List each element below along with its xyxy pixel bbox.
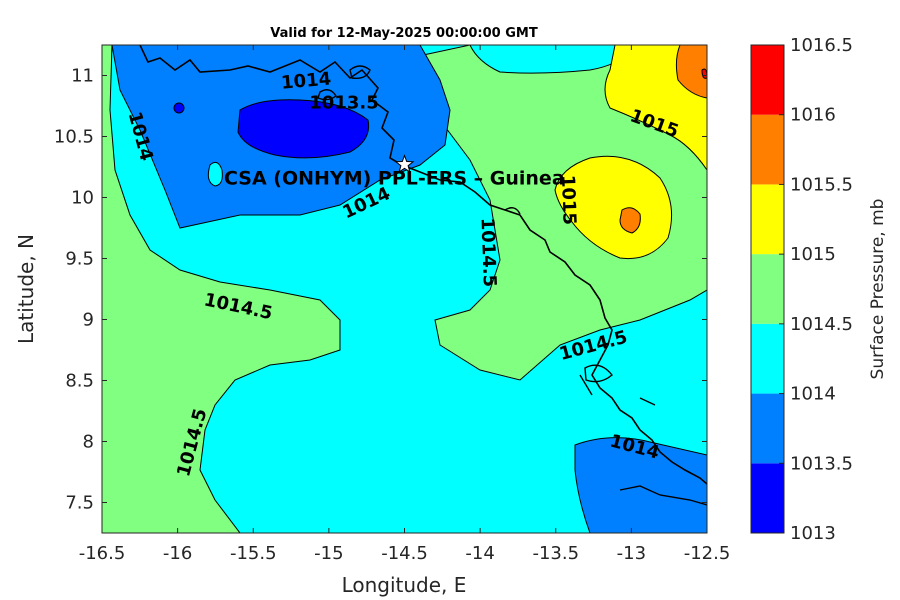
colorbar-segment	[751, 254, 784, 324]
x-tick-label: -16	[163, 543, 192, 564]
coastline	[139, 45, 707, 485]
x-tick-label: -15.5	[230, 543, 277, 564]
colorbar-tick-label: 1015.5	[790, 174, 853, 195]
x-tick-label: -14.5	[381, 543, 428, 564]
y-tick-label: 10.5	[54, 127, 94, 148]
contour-label: 1014.5	[476, 217, 499, 287]
contour-label: 1014	[280, 68, 332, 93]
colorbar-segment	[751, 323, 784, 394]
x-tick-label: -12.5	[684, 543, 731, 564]
band-1015-5-fill-east	[619, 207, 641, 234]
coastline-islands	[317, 65, 707, 506]
y-tick-label: 11	[71, 66, 94, 87]
band-1013-5-fill-se	[574, 437, 707, 533]
contour-label: 1015	[557, 175, 580, 226]
station-marker: CSA (ONHYM) PPL-ERS – Guinea	[224, 154, 565, 190]
colorbar-tick-label: 1014	[790, 384, 836, 405]
colorbar-tick-label: 1013	[790, 523, 836, 544]
colorbar-segment	[751, 114, 784, 185]
contour-label: 1013.5	[309, 93, 378, 114]
x-tick-label: -14	[465, 543, 494, 564]
colorbar-tick-label: 1015	[790, 244, 836, 265]
station-star-icon	[394, 154, 415, 173]
colorbar-tick-label: 1016	[790, 105, 836, 126]
colorbar-segment	[751, 45, 784, 115]
colorbar-frame	[750, 44, 785, 534]
x-tick-label: -16.5	[79, 543, 126, 564]
y-tick-label: 9.5	[65, 249, 94, 270]
colorbar-segment	[751, 393, 784, 464]
y-axis-ticks: 7.5 8 8.5 9 9.5 10 10.5 11	[54, 66, 707, 514]
band-1014-5-fill-east	[399, 45, 707, 381]
station-label: CSA (ONHYM) PPL-ERS – Guinea	[224, 168, 565, 190]
colorbar-label: Surface Pressure, mb	[868, 199, 888, 380]
colorbar-segment	[751, 463, 784, 533]
colorbar-tick-label: 1014.5	[790, 314, 853, 335]
y-tick-label: 7.5	[65, 493, 94, 514]
colorbar-segment	[751, 184, 784, 255]
band-1015-fill-east	[554, 155, 673, 260]
y-tick-label: 8.5	[65, 371, 94, 392]
x-tick-label: -15	[314, 543, 343, 564]
contour-field	[102, 45, 707, 533]
y-tick-label: 8	[83, 432, 94, 453]
x-axis-label: Longitude, E	[342, 573, 467, 597]
map-title: Valid for 12-May-2025 00:00:00 GMT	[270, 26, 538, 41]
x-axis-ticks: -16.5 -16 -15.5 -15 -14.5 -14 -13.5 -13 -12.5	[79, 45, 731, 564]
low-spot	[173, 102, 185, 114]
x-tick-label: -13.5	[532, 543, 579, 564]
colorbar: 1013 1013.5 1014 1014.5 1015 1015.5 1016 1016.5	[750, 35, 853, 544]
band-1014-5-fill-west	[102, 45, 341, 533]
y-axis-label: Latitude, N	[14, 234, 38, 344]
band-1014-island	[207, 161, 223, 187]
band-1015-5-fill-ne	[675, 45, 707, 99]
y-tick-label: 10	[71, 188, 94, 209]
x-tick-label: -13	[617, 543, 646, 564]
band-1013-fill	[237, 99, 370, 159]
colorbar-tick-label: 1016.5	[790, 35, 853, 56]
y-tick-label: 9	[83, 310, 94, 331]
band-1016-spot	[701, 68, 707, 79]
colorbar-tick-label: 1013.5	[790, 453, 853, 474]
